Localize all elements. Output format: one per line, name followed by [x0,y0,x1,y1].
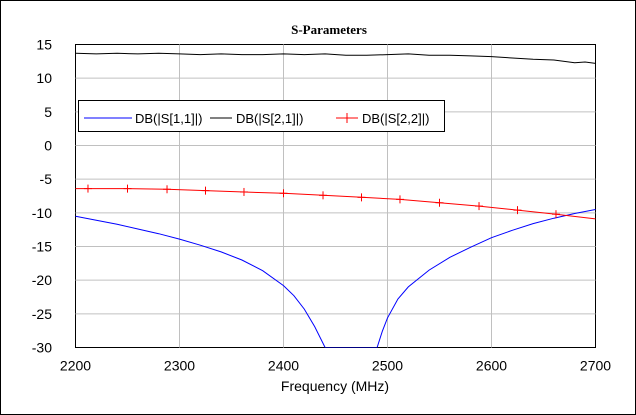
x-tick-label: 2200 [60,358,91,374]
series-marker [475,202,484,211]
series-line-0 [75,209,596,348]
x-tick-label: 2400 [268,358,299,374]
series-marker [319,191,328,200]
y-tick-label: -20 [32,272,52,288]
y-tick-label: 5 [44,104,52,120]
series-marker [279,189,288,198]
chart-title: S-Parameters [291,22,367,37]
series-marker [163,185,172,194]
y-tick-label: -25 [32,306,52,322]
x-axis-label: Frequency (MHz) [281,378,389,394]
series-marker [435,198,444,207]
legend-entry: DB(|S[2,2]|) [336,111,429,126]
y-tick-label: -15 [32,239,52,255]
y-tick-label: 15 [36,37,52,53]
legend-entry: DB(|S[2,1]|) [210,111,303,126]
legend: DB(|S[1,1]|) DB(|S[2,1]|) DB(|S[2,2]|) [78,100,445,132]
legend-label: DB(|S[2,2]|) [362,111,429,126]
series-line-1 [75,52,596,64]
x-tick-label: 2600 [476,358,507,374]
series-marker [239,187,248,196]
y-tick-label: 10 [36,70,52,86]
series-marker [551,210,560,219]
series-marker [357,193,366,202]
series-marker [83,184,92,193]
y-tick-label: 0 [44,138,52,154]
y-tick-label: -10 [32,205,52,221]
y-tick-label: -30 [32,340,52,356]
x-tick-label: 2700 [580,358,611,374]
series-marker [201,186,210,195]
series-layer [75,52,596,348]
legend-entry: DB(|S[1,1]|) [84,111,202,126]
x-tick-label: 2500 [372,358,403,374]
legend-box [78,100,445,132]
legend-label: DB(|S[1,1]|) [135,111,202,126]
y-axis-ticks: 15 10 5 0 -5 -10 -15 -20 -25 -30 [32,37,52,356]
series-marker [123,184,132,193]
series-marker [395,195,404,204]
legend-label: DB(|S[2,1]|) [236,111,303,126]
x-tick-label: 2300 [164,358,195,374]
series-marker [513,206,522,215]
y-tick-label: -5 [40,171,53,187]
x-axis-ticks: 2200 2300 2400 2500 2600 2700 [60,358,611,374]
